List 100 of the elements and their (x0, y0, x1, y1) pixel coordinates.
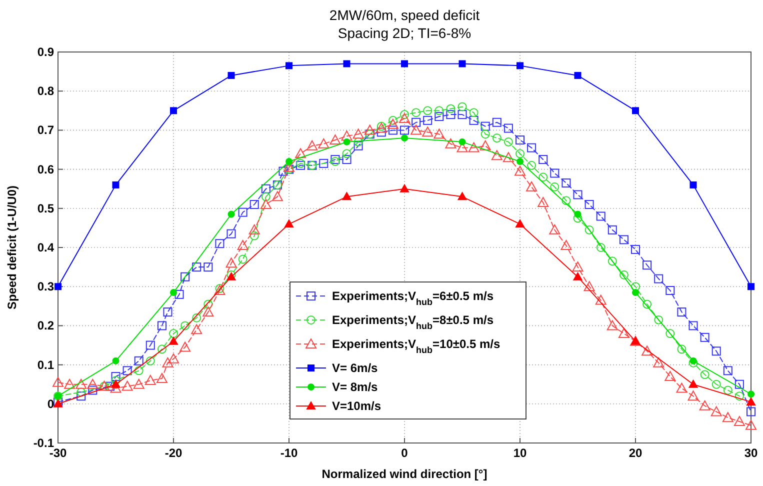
point (573, 272, 582, 280)
point (401, 134, 408, 142)
y-tick-label: 0.7 (37, 123, 54, 138)
point (642, 300, 652, 309)
x-tick-label: 30 (744, 446, 758, 460)
point (712, 380, 721, 389)
point (469, 108, 478, 118)
point (584, 225, 594, 234)
point (690, 181, 697, 188)
point (157, 344, 166, 354)
point (632, 107, 639, 114)
point (746, 397, 756, 406)
point (111, 376, 120, 385)
legend-label: V=10m/s (332, 399, 382, 413)
point (516, 62, 524, 70)
point (516, 220, 524, 228)
y-tick-label: 0.8 (37, 84, 54, 98)
point (550, 182, 560, 192)
point (748, 390, 754, 398)
point (574, 72, 582, 79)
point (574, 210, 582, 218)
point (286, 158, 292, 165)
point (112, 357, 120, 364)
point (516, 158, 524, 165)
point (54, 283, 62, 290)
point (504, 137, 513, 146)
legend-label: Experiments;V$_{hub}$=8±0.5 m/s (332, 313, 494, 331)
x-tick-label: 20 (628, 446, 642, 460)
point (458, 138, 466, 146)
point (677, 344, 686, 354)
point (111, 380, 120, 388)
point (723, 386, 732, 395)
point (134, 366, 144, 376)
point (458, 60, 466, 68)
point (400, 110, 409, 120)
point (434, 106, 444, 116)
y-tick-label: 0.1 (37, 358, 54, 372)
legend-label: Experiments;V$_{hub}$=10±0.5 m/s (332, 337, 500, 355)
point (238, 254, 248, 264)
point (458, 102, 467, 112)
legend-label: V= 8m/s (332, 380, 378, 394)
point (343, 60, 350, 68)
point (228, 72, 235, 79)
point (342, 192, 352, 200)
point (527, 160, 536, 170)
point (192, 313, 202, 322)
point (412, 108, 421, 118)
point (400, 184, 409, 192)
point (596, 243, 606, 252)
point (228, 210, 235, 218)
point (608, 256, 617, 266)
point (112, 181, 120, 188)
point (619, 270, 628, 280)
point (690, 357, 697, 364)
y-tick-label: 0.2 (37, 318, 54, 333)
chart-subtitle: Spacing 2D; TI=6-8% (338, 25, 472, 41)
point (250, 231, 259, 240)
y-axis-title: Speed deficit (1-U/U0) (5, 185, 19, 310)
y-tick-label: 0.3 (37, 280, 54, 294)
point (343, 138, 350, 146)
point (562, 196, 571, 206)
point (631, 282, 640, 292)
point (146, 356, 155, 366)
y-tick-label: 0.4 (37, 240, 54, 254)
y-tick-label: 0.9 (37, 45, 54, 59)
point (666, 329, 675, 338)
x-axis-title: Normalized wind direction [°] (322, 467, 488, 481)
point (401, 60, 408, 68)
legend-label: Experiments;V$_{hub}$=6±0.5 m/s (332, 289, 494, 307)
point (734, 392, 744, 401)
point (204, 300, 213, 309)
point (354, 137, 363, 146)
point (388, 116, 398, 125)
point (700, 370, 710, 380)
point (688, 380, 698, 388)
point (492, 134, 502, 143)
x-tick-label: -20 (164, 446, 182, 460)
x-tick-label: -10 (280, 446, 298, 460)
point (170, 288, 177, 296)
point (180, 321, 190, 330)
point (76, 388, 86, 397)
point (538, 172, 548, 182)
point (654, 315, 664, 324)
y-tick-label: 0.6 (37, 162, 54, 176)
chart-title: 2MW/60m, speed deficit (329, 7, 480, 23)
point (458, 192, 467, 200)
point (261, 192, 270, 202)
point (480, 130, 490, 139)
point (446, 104, 456, 114)
point (423, 106, 432, 116)
x-tick-label: 0 (401, 446, 408, 460)
point (169, 329, 178, 338)
legend-label: V= 6m/s (332, 361, 378, 375)
point (170, 107, 177, 114)
point (169, 336, 178, 345)
point (286, 62, 292, 70)
point (632, 288, 639, 296)
point (342, 149, 352, 158)
point (284, 220, 294, 228)
y-tick-label: 0 (47, 396, 54, 411)
